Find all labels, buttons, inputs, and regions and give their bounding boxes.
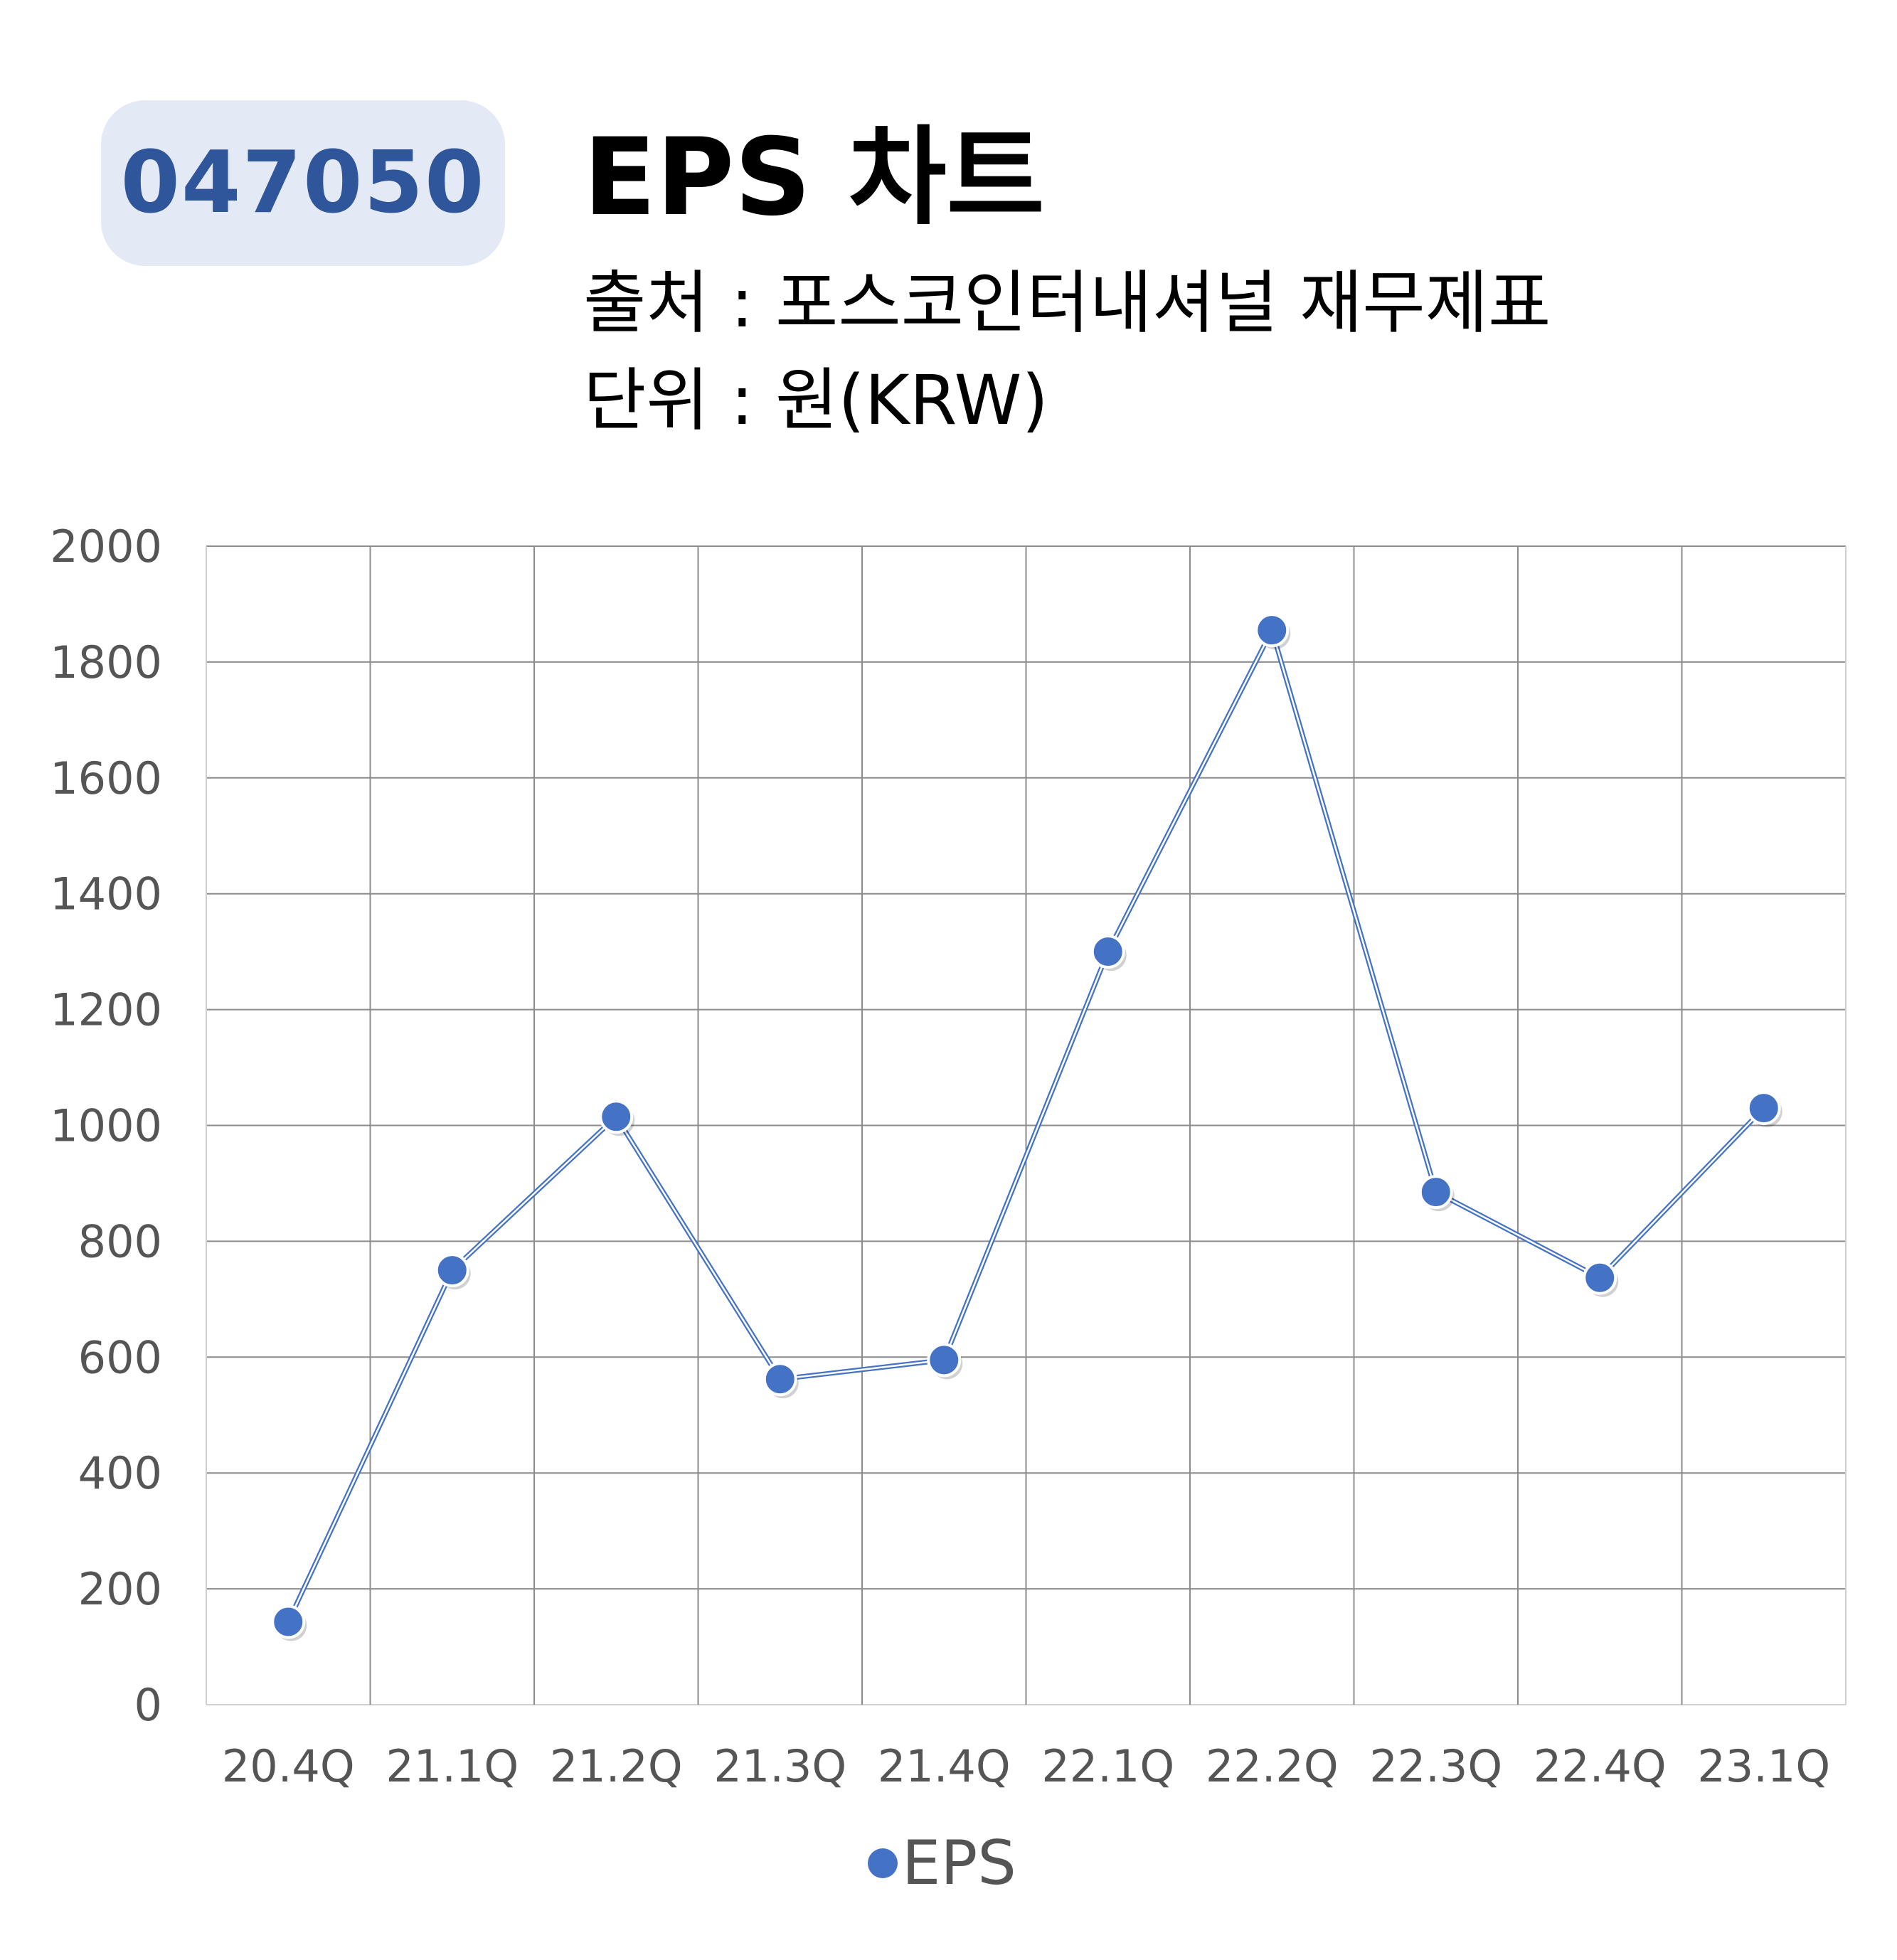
- data-point: [1090, 934, 1125, 969]
- y-tick-label: 1200: [50, 984, 162, 1036]
- y-tick-label: 2000: [50, 521, 162, 572]
- y-tick-label: 800: [78, 1215, 162, 1267]
- y-tick-label: 200: [78, 1563, 162, 1615]
- x-tick-label: 21.3Q: [713, 1740, 846, 1792]
- ticker-code: 047050: [120, 134, 486, 233]
- y-tick-label: 1800: [50, 637, 162, 688]
- data-point: [762, 1362, 797, 1397]
- x-tick-label: 20.4Q: [222, 1740, 355, 1792]
- data-point: [271, 1604, 306, 1639]
- legend-marker-eps: [868, 1848, 898, 1878]
- x-tick-label: 22.4Q: [1534, 1740, 1667, 1792]
- data-point: [435, 1253, 469, 1288]
- x-tick-label: 21.4Q: [878, 1740, 1011, 1792]
- x-tick-label: 21.1Q: [386, 1740, 519, 1792]
- x-tick-label: 22.1Q: [1041, 1740, 1174, 1792]
- y-tick-label: 1600: [50, 752, 162, 804]
- legend: EPS: [868, 1828, 1016, 1899]
- x-tick-label: 22.2Q: [1206, 1740, 1339, 1792]
- legend-label-eps: EPS: [902, 1828, 1016, 1899]
- data-point: [1583, 1260, 1617, 1295]
- series-line-inner: [287, 629, 1765, 1623]
- data-point: [599, 1099, 634, 1134]
- x-tick-label: 21.2Q: [550, 1740, 683, 1792]
- data-point: [927, 1343, 962, 1378]
- y-tick-label: 1000: [50, 1100, 162, 1152]
- data-point: [1255, 613, 1290, 648]
- data-point: [1746, 1091, 1781, 1126]
- y-tick-label: 600: [78, 1331, 162, 1383]
- data-point: [1418, 1175, 1453, 1210]
- source-line: 출처 : 포스코인터내셔널 재무제표: [583, 263, 1551, 343]
- ticker-badge: 047050: [101, 100, 505, 266]
- chart-title: EPS 차트: [583, 116, 1045, 240]
- y-tick-label: 1400: [50, 868, 162, 920]
- x-tick-label: 23.1Q: [1697, 1740, 1830, 1792]
- x-tick-label: 22.3Q: [1369, 1740, 1502, 1792]
- unit-line: 단위 : 원(KRW): [583, 361, 1048, 440]
- y-tick-label: 400: [78, 1447, 162, 1499]
- y-tick-label: 0: [134, 1679, 162, 1731]
